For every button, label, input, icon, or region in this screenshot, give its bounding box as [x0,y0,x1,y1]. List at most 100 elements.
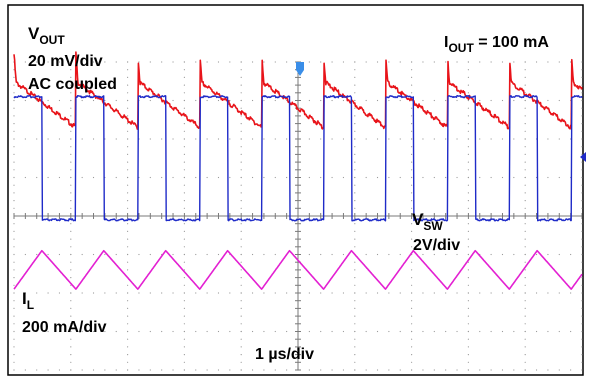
grid-dot [183,207,185,209]
grid-dot [104,292,106,294]
grid-dot [127,246,129,248]
grid-dot [411,323,413,325]
grid-dot [127,69,129,71]
grid-dot [467,84,469,86]
grid-dot [13,69,15,71]
grid-dot [411,92,413,94]
grid-dot [320,292,322,294]
grid-dot [354,307,356,309]
grid-dot [547,292,549,294]
grid-dot [183,123,185,125]
grid-dot [479,369,481,371]
grid-dot [183,269,185,271]
grid-dot [422,292,424,294]
grid-dot [456,99,458,102]
grid-dot [13,130,15,132]
grid-dot [149,369,151,371]
grid-dot [92,369,95,371]
grid-dot [70,277,72,279]
grid-dot [501,138,504,140]
grid-dot [354,130,356,132]
grid-dot [354,269,356,271]
grid-dot [320,176,322,179]
grid-dot [501,330,504,333]
grid-dot [581,369,583,371]
grid-dot [581,99,583,102]
grid-dot [240,200,242,202]
grid-dot [127,315,129,317]
grid-dot [70,284,72,286]
grid-dot [81,99,83,102]
grid-dot [467,115,469,117]
grid-dot [195,99,197,102]
grid-dot [206,176,208,179]
grid-dot [274,138,276,140]
grid-dot [433,369,435,371]
grid-dot [70,146,72,148]
grid-dot [513,138,515,140]
grid-dot [456,138,458,140]
grid-dot [127,184,129,186]
grid-dot [445,369,447,371]
grid-dot [58,176,61,179]
grid-dot [58,253,61,256]
grid-dot [263,138,265,140]
grid-dot [13,323,15,325]
grid-dot [513,369,515,371]
grid-dot [70,292,72,294]
grid-dot [127,338,129,340]
grid-dot [13,146,15,148]
grid-dot [161,292,163,294]
grid-dot [445,292,447,294]
trace-layer [13,51,583,290]
grid-dot [127,269,129,271]
grid-dot [115,292,117,294]
grid-dot [388,253,390,256]
grid-dot [127,176,129,179]
grid-dot [47,99,49,102]
grid-dot [172,292,174,294]
grid-dot [467,346,469,348]
grid-dot [115,253,117,256]
grid-dot [422,138,424,140]
grid-dot [399,253,401,256]
grid-dot [70,200,72,202]
grid-dot [240,346,242,348]
grid-dot [47,176,49,179]
grid-dot [229,138,231,140]
grid-dot [411,107,413,109]
grid-dot [263,330,265,333]
vout-trace [13,51,583,130]
grid-dot [206,292,208,294]
grid-dot [127,146,129,148]
grid-dot [24,176,26,179]
grid-dot [399,292,401,294]
grid-dot [240,92,242,94]
grid-dot [331,99,333,102]
grid-dot [456,330,458,333]
grid-dot [229,176,231,179]
grid-dot [251,330,254,333]
grid-dot [399,176,401,179]
grid-dot [467,361,469,363]
grid-dot [127,238,129,240]
grid-dot [388,99,390,102]
grid-dot [47,369,49,371]
grid-dot [547,138,549,140]
grid-dot [263,176,265,179]
grid-dot [467,230,469,232]
grid-dot [513,61,515,63]
grid-dot [183,130,185,132]
grid-dot [467,184,469,186]
grid-dot [581,284,583,286]
grid-dot [127,284,129,286]
grid-dot [70,184,72,186]
grid-dot [104,99,106,102]
grid-dot [104,330,106,333]
grid-dot [411,223,413,225]
grid-dot [70,246,72,248]
grid-dot [183,323,185,325]
grid-dot [206,61,208,63]
grid-dot [524,292,526,294]
grid-dot [172,253,174,256]
